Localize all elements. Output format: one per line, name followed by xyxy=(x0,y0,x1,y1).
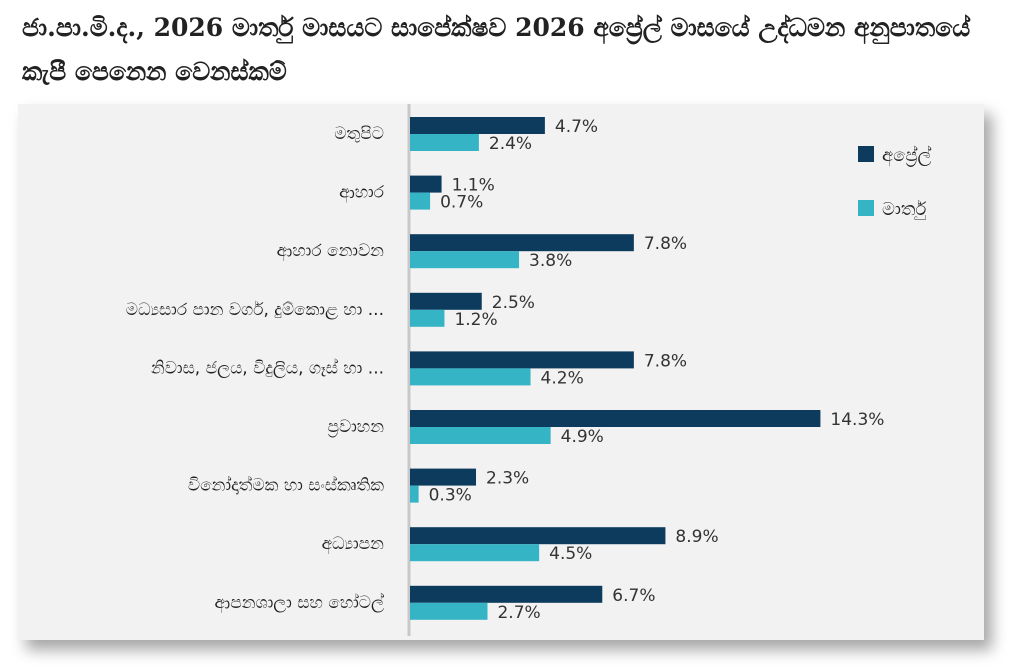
bars-layer xyxy=(410,117,821,620)
bar-april xyxy=(410,468,477,486)
data-label: 4.2% xyxy=(541,368,584,388)
legend-label: මාර්තු xyxy=(882,199,926,220)
bar-april xyxy=(410,292,482,310)
data-label: 2.3% xyxy=(486,469,529,489)
bar-march xyxy=(410,485,419,503)
category-label: නිවාස, ජලය, විදුලිය, ගෑස් හා ... xyxy=(151,358,384,378)
chart-title: ජා.පා.මි.ද., 2026 මාර්තු මාසයට සාපේක්ෂව … xyxy=(22,13,971,86)
data-label: 4.7% xyxy=(555,117,598,137)
data-label: 4.9% xyxy=(561,427,604,447)
bar-march xyxy=(410,309,445,327)
bar-march xyxy=(410,427,551,444)
bar-april xyxy=(410,585,603,603)
data-label: 0.7% xyxy=(440,193,483,213)
category-label: ආහාර xyxy=(339,183,385,204)
legend-swatch xyxy=(858,200,874,216)
data-label: 3.8% xyxy=(529,251,572,271)
bar-march xyxy=(410,544,540,562)
data-label: 2.5% xyxy=(492,293,535,313)
data-label: 2.7% xyxy=(497,603,540,623)
data-label: 7.8% xyxy=(644,351,687,371)
data-label: 7.8% xyxy=(644,234,687,254)
bar-april xyxy=(410,117,545,134)
category-label: ආපනශාලා සහ හෝටල් xyxy=(215,593,384,614)
category-label: මතුපිට xyxy=(334,124,384,144)
data-label: 1.1% xyxy=(452,176,495,196)
data-label: 4.5% xyxy=(549,544,592,564)
bar-march xyxy=(410,602,488,620)
category-label: ආහාර නොවන xyxy=(277,241,385,262)
labels-layer: මතුපිට 4.7% 2.4% ආහාර 1.1%0.7% ආහාර නොවන 7.8% 3… xyxy=(126,117,885,623)
data-label: 0.3% xyxy=(429,486,472,506)
bar-march xyxy=(410,134,479,151)
data-label: 8.9% xyxy=(675,527,718,547)
bar-april xyxy=(410,351,634,369)
legend-label: අප්‍රේල් xyxy=(882,145,932,167)
bar-april xyxy=(410,527,666,545)
category-label: මධ්‍යසාර පාන වර්ග, දුම්කොළ හා ... xyxy=(126,300,384,320)
category-label: ප්‍රවාහන xyxy=(327,417,384,437)
bar-april xyxy=(410,410,821,427)
category-label: අධ්‍යාපන xyxy=(322,534,385,555)
data-label: 6.7% xyxy=(612,586,655,606)
data-label: 14.3% xyxy=(830,410,884,430)
bar-march xyxy=(410,192,431,210)
legend: අප්‍රේල් මාර්තු xyxy=(858,145,932,220)
category-label: විනෝදාත්මක හා සංස්කෘතික xyxy=(188,475,384,495)
bar-march xyxy=(410,251,520,269)
data-label: 2.4% xyxy=(489,134,532,154)
bar-april xyxy=(410,234,634,252)
legend-swatch xyxy=(858,146,874,162)
data-label: 1.2% xyxy=(454,310,497,330)
bar-march xyxy=(410,368,531,386)
bar-april xyxy=(410,175,442,193)
